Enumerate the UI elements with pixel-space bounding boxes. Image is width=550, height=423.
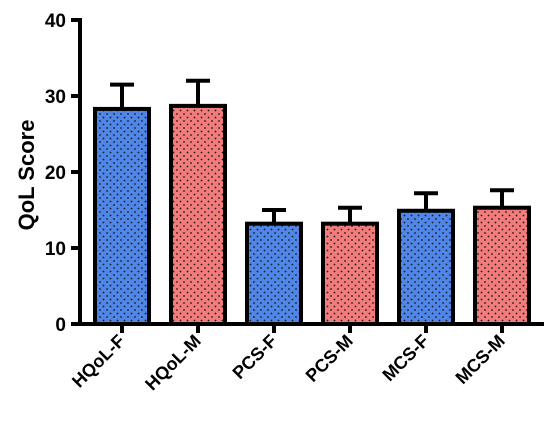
- bar-mcs-m: [473, 205, 531, 326]
- y-tick-label: 30: [45, 87, 66, 108]
- x-axis: HQoL-F HQoL-M PCS-F PCS-M MCS-F MCS-M: [68, 322, 544, 395]
- bar-pcs-m: [321, 221, 379, 326]
- bar-pattern: [171, 105, 225, 324]
- error-bar-mcs-m: [490, 188, 514, 208]
- bar-hqol-f: [93, 106, 151, 326]
- bar-mcs-f: [397, 208, 455, 326]
- bar-pattern: [95, 108, 149, 324]
- bar-pattern: [475, 207, 529, 324]
- bar-pattern: [323, 223, 377, 324]
- y-tick-label: 10: [45, 239, 66, 260]
- x-tick-label: PCS-M: [302, 331, 357, 386]
- bar-pattern: [399, 210, 453, 324]
- y-tick-label: 20: [45, 163, 66, 184]
- x-tick-label: HQoL-M: [141, 331, 205, 395]
- error-bar-hqol-m: [186, 78, 210, 106]
- x-tick-label: HQoL-F: [68, 331, 129, 392]
- y-tick-label: 40: [45, 11, 66, 32]
- error-bars: [110, 78, 514, 224]
- x-tick-label: PCS-F: [229, 331, 281, 383]
- y-tick-label: 0: [55, 315, 66, 336]
- error-bar-pcs-m: [338, 205, 362, 224]
- x-tick-label: MCS-F: [378, 331, 432, 385]
- error-bar-pcs-f: [262, 208, 286, 224]
- x-tick-label: MCS-M: [452, 331, 509, 388]
- bars: [93, 103, 531, 326]
- y-axis-title: QoL Score: [14, 120, 39, 231]
- y-axis: 0 10 20 30 40: [45, 11, 82, 336]
- error-bar-hqol-f: [110, 82, 134, 109]
- bar-pcs-f: [245, 221, 303, 326]
- bar-pattern: [247, 223, 301, 324]
- error-bar-mcs-f: [414, 191, 438, 211]
- bar-hqol-m: [169, 103, 227, 326]
